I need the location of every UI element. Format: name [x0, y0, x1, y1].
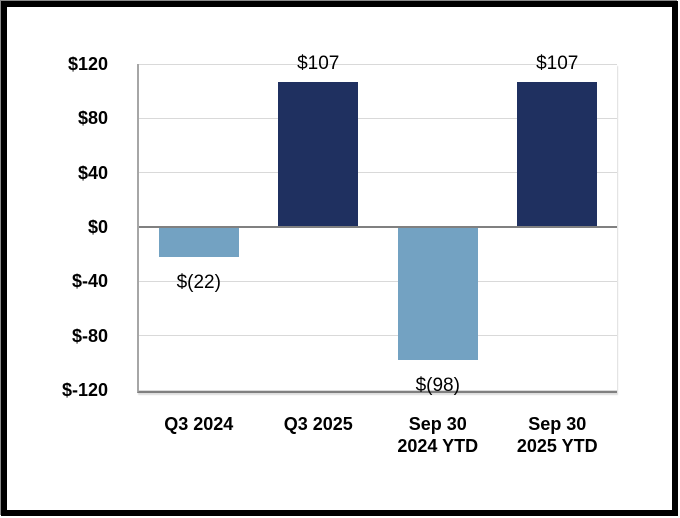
- gridline--80: [139, 335, 617, 337]
- value-label-sep-30-2024-ytd: $(98): [415, 375, 460, 397]
- y-tick-label--80: $-80: [71, 325, 108, 346]
- y-tick-label-80: $80: [77, 108, 108, 129]
- x-label-line: Sep 30: [528, 414, 587, 434]
- y-tick-label--40: $-40: [71, 271, 108, 292]
- value-label-q3-2025: $107: [297, 52, 340, 74]
- y-tick-label-120: $120: [67, 54, 108, 74]
- value-label-q3-2024: $(22): [176, 271, 221, 293]
- x-label-sep-30-2024-ytd: Sep 30 2024 YTD: [373, 413, 503, 457]
- x-label-line: Q3 2025: [283, 414, 353, 434]
- y-tick-label--120: $-120: [61, 380, 108, 400]
- bar-q3-2025: [278, 81, 359, 227]
- gridline--120: [139, 389, 617, 391]
- bar-q3-2024: [158, 227, 239, 257]
- value-label-sep-30-2025-ytd: $107: [536, 52, 579, 74]
- x-label-line: 2024 YTD: [397, 436, 479, 456]
- x-label-q3-2024: Q3 2024: [134, 413, 264, 435]
- gridline-120: [139, 63, 617, 65]
- x-label-q3-2025: Q3 2025: [253, 413, 383, 435]
- bar-sep-30-2025-ytd: [517, 81, 598, 227]
- x-label-line: Sep 30: [408, 414, 467, 434]
- x-label-line: 2025 YTD: [516, 436, 598, 456]
- bar-sep-30-2024-ytd: [397, 227, 478, 361]
- y-tick-label-40: $40: [77, 162, 108, 183]
- y-tick-label-0: $0: [87, 217, 108, 237]
- gridline--40: [139, 280, 617, 282]
- zero-line: [139, 226, 617, 228]
- x-label-line: Q3 2024: [164, 414, 234, 434]
- plot-area: [137, 63, 617, 393]
- gridline-40: [139, 172, 617, 174]
- x-label-sep-30-2025-ytd: Sep 30 2025 YTD: [492, 413, 622, 457]
- gridline-80: [139, 117, 617, 119]
